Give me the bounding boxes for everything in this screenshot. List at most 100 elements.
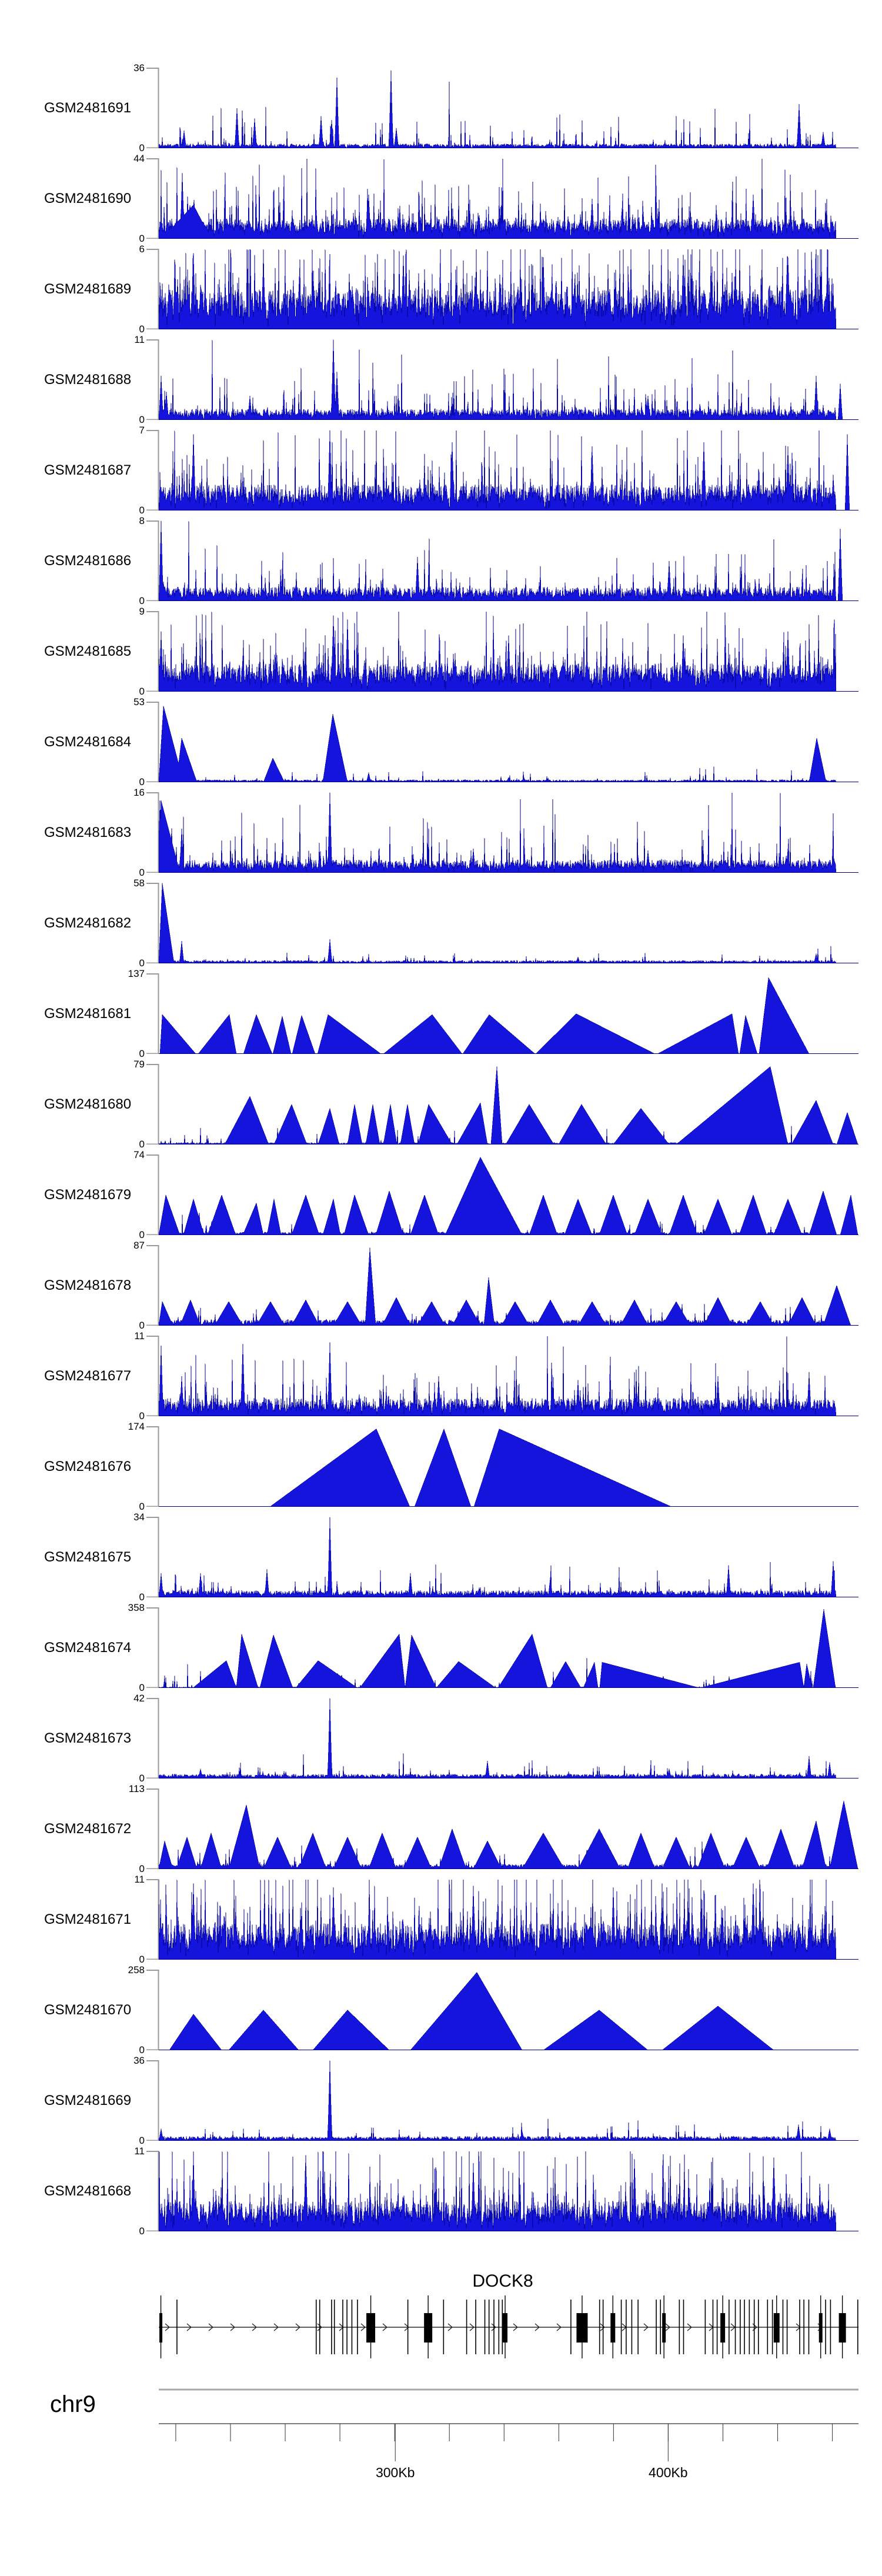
track-row: GSM2481683 16 0 (0, 788, 882, 883)
track-label: GSM2481677 (44, 1367, 132, 1384)
signal-panel (146, 1970, 858, 2050)
track-row: GSM2481688 11 0 (0, 335, 882, 430)
track-label: GSM2481681 (44, 1005, 132, 1022)
y-axis-bracket (146, 1154, 159, 1235)
track-row: GSM2481680 79 0 (0, 1059, 882, 1154)
track-zero-label: 0 (139, 2225, 145, 2237)
signal-area (159, 1972, 858, 2050)
track-row: GSM2481669 36 0 (0, 2056, 882, 2151)
track-zero-label: 0 (139, 323, 145, 335)
track-label: GSM2481678 (44, 1277, 132, 1293)
signal-panel (146, 1064, 858, 1144)
signal-panel (146, 520, 858, 601)
track-label: GSM2481687 (44, 462, 132, 478)
strand-arrow-icon (208, 2323, 213, 2331)
track-zero-label: 0 (139, 686, 145, 697)
strand-arrow-icon (186, 2323, 192, 2331)
track-label: GSM2481688 (44, 371, 132, 388)
track-ymax-label: 137 (128, 968, 145, 979)
track-row: GSM2481682 58 0 (0, 878, 882, 973)
track-zero-label: 0 (139, 2044, 145, 2056)
signal-panel (146, 611, 858, 692)
track-label: GSM2481675 (44, 1549, 132, 1565)
strand-arrow-icon (447, 2323, 453, 2331)
signal-panel (146, 1426, 858, 1507)
gene-exon-box (159, 2313, 163, 2343)
gene-exon-box (662, 2313, 666, 2343)
track-row: GSM2481673 42 0 (0, 1693, 882, 1788)
track-label: GSM2481672 (44, 1820, 132, 1837)
track-label: GSM2481682 (44, 915, 132, 931)
track-zero-label: 0 (139, 1320, 145, 1331)
gene-exon-box (720, 2313, 726, 2343)
track-zero-label: 0 (139, 142, 145, 154)
track-ymax-label: 36 (133, 2055, 145, 2066)
signal-panel (146, 430, 858, 510)
signal-area (159, 977, 858, 1054)
strand-arrow-icon (165, 2323, 170, 2331)
signal-panel (146, 1788, 858, 1869)
signal-area (158, 1066, 858, 1144)
gene-name-label: DOCK8 (472, 2271, 533, 2291)
track-label: GSM2481674 (44, 1639, 132, 1656)
track-ymax-label: 11 (134, 334, 145, 345)
gene-exon-box (818, 2313, 823, 2343)
signal-area (158, 1517, 858, 1597)
signal-area (158, 159, 858, 239)
signal-panel (146, 339, 858, 420)
strand-arrow-icon (513, 2323, 518, 2331)
strand-arrow-icon (252, 2323, 257, 2331)
signal-panel (146, 1154, 858, 1235)
chromosome-label: chr9 (50, 2391, 96, 2417)
track-zero-label: 0 (139, 1410, 145, 1422)
strand-arrow-icon (404, 2323, 409, 2331)
track-zero-label: 0 (139, 1954, 145, 1965)
track-row: GSM2481670 258 0 (0, 1965, 882, 2060)
track-ymax-label: 11 (134, 1330, 145, 1342)
track-row: GSM2481691 36 0 (0, 63, 882, 158)
signal-area (158, 2060, 858, 2141)
ruler-tick-label: 300Kb (376, 2465, 415, 2480)
y-axis-bracket (146, 339, 159, 420)
track-ymax-label: 74 (133, 1149, 145, 1160)
track-row: GSM2481676 174 0 (0, 1422, 882, 1517)
signal-area (158, 70, 858, 148)
track-row: GSM2481672 113 0 (0, 1784, 882, 1879)
y-axis-bracket (146, 973, 159, 1054)
strand-arrow-icon (600, 2323, 605, 2331)
genomic-ruler: 300Kb 400Kb (159, 2388, 858, 2480)
gene-exon-box (424, 2313, 433, 2343)
track-label: GSM2481684 (44, 733, 132, 750)
track-row: GSM2481671 11 0 (0, 1874, 882, 1970)
y-axis-bracket (146, 792, 159, 873)
strand-arrow-icon (556, 2323, 562, 2331)
track-label: GSM2481673 (44, 1730, 132, 1746)
track-ymax-label: 87 (133, 1240, 145, 1251)
track-row: GSM2481686 8 0 (0, 516, 882, 611)
track-zero-label: 0 (139, 957, 145, 969)
track-label: GSM2481683 (44, 824, 132, 840)
track-row: GSM2481675 34 0 (0, 1512, 882, 1607)
y-axis-bracket (146, 249, 159, 329)
strand-arrow-icon (796, 2323, 801, 2331)
signal-area (158, 1247, 858, 1326)
y-axis-bracket (146, 1970, 159, 2050)
track-zero-label: 0 (139, 1501, 145, 1512)
ruler-tick-label: 400Kb (649, 2465, 688, 2480)
gene-exon-box (838, 2313, 846, 2343)
track-ymax-label: 8 (139, 515, 145, 526)
signal-panel (146, 973, 858, 1054)
y-axis-bracket (146, 1336, 159, 1416)
track-ymax-label: 7 (139, 425, 145, 436)
strand-arrow-icon (469, 2323, 475, 2331)
strand-arrow-icon (273, 2323, 279, 2331)
track-ymax-label: 53 (133, 696, 145, 708)
y-axis-bracket (146, 702, 159, 782)
signal-area (158, 1336, 858, 1416)
signal-area (158, 792, 858, 873)
track-row: GSM2481687 7 0 (0, 425, 882, 520)
y-axis-bracket (146, 158, 159, 239)
track-row: GSM2481668 11 0 (0, 2146, 882, 2241)
track-label: GSM2481690 (44, 190, 132, 206)
signal-panel (146, 792, 858, 873)
